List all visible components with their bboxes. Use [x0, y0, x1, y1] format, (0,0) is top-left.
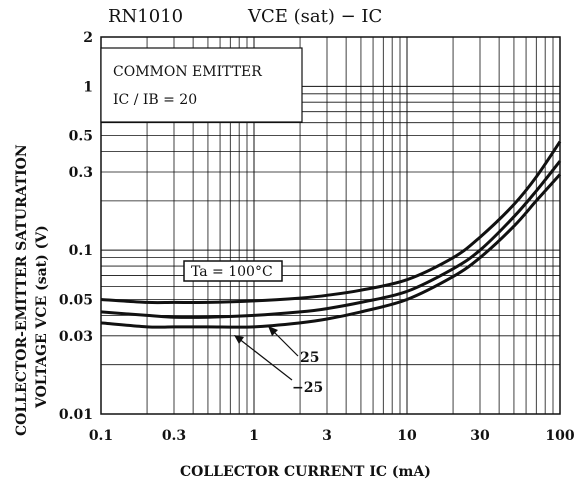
x-tick-label: 1: [249, 428, 259, 444]
y-tick-label: 1: [83, 79, 93, 95]
ta-label-box: [183, 260, 283, 282]
label-25: 25: [300, 350, 319, 366]
series-line: [100, 140, 562, 305]
y-tick-label: 2: [83, 30, 93, 46]
y-tick-label: 0.03: [59, 329, 93, 345]
annotation-common-emitter: COMMON EMITTER: [113, 64, 262, 80]
y-tick-label: 0.3: [69, 165, 93, 181]
series-line: [100, 160, 562, 319]
ta-label: Ta = 100°C: [191, 264, 273, 280]
plot-frame: [100, 36, 561, 415]
leader-25-arrow: [268, 326, 278, 336]
y-tick-label: 0.1: [69, 243, 93, 259]
label-m25: −25: [292, 380, 323, 396]
y-tick-label: 0.01: [59, 407, 93, 423]
x-tick-label: 3: [322, 428, 332, 444]
x-tick-label: 30: [470, 428, 490, 444]
y-axis-label-line1: COLLECTOR-EMITTER SATURATION: [14, 144, 30, 436]
x-tick-label: 10: [397, 428, 417, 444]
x-tick-label: 0.1: [89, 428, 113, 444]
chart-subtitle: VCE (sat) − IC: [247, 6, 382, 27]
x-tick-label: 0.3: [162, 428, 186, 444]
y-axis-label-line2: VOLTAGE VCE (sat) (V): [34, 225, 50, 409]
series-line: [100, 173, 562, 329]
tick-labels: 0.1 0.3 1 3 10 30 100 2 1 0.5 0.3 0.1 0.05 0.03 0.01: [59, 30, 575, 444]
y-tick-label: 0.05: [59, 292, 93, 308]
x-axis-label: COLLECTOR CURRENT IC (mA): [180, 464, 431, 480]
curves: [100, 140, 562, 329]
y-tick-label: 0.5: [69, 129, 93, 145]
chart-title: RN1010: [108, 6, 183, 27]
leader-m25-arrow: [234, 335, 244, 344]
annotation-ic-ib: IC / IB = 20: [113, 92, 197, 108]
leader-m25: [237, 337, 293, 381]
x-tick-label: 100: [545, 428, 574, 444]
leader-25: [271, 329, 299, 357]
annotation-box: [100, 47, 303, 123]
